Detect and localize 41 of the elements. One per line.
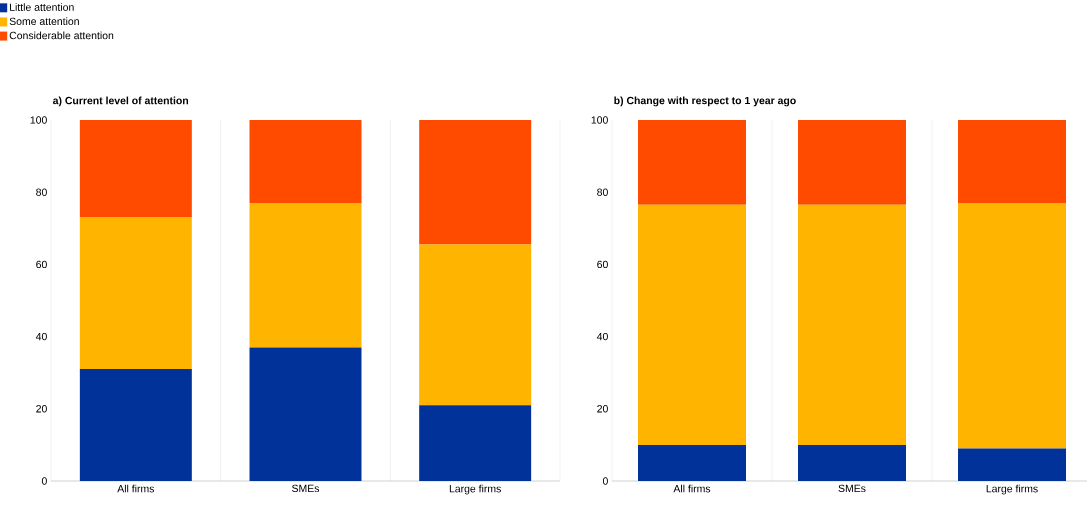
x-tick-label: Large firms [449, 484, 501, 495]
x-tick-label: Large firms [986, 484, 1038, 495]
bar [958, 203, 1067, 449]
legend-label: Some attention [9, 17, 79, 26]
y-tick-label: 40 [596, 332, 608, 341]
bar [249, 347, 362, 481]
y-tick-label: 40 [35, 332, 47, 341]
legend-label: Little attention [10, 3, 74, 11]
y-tick-label: 100 [30, 116, 47, 124]
y-tick-label: 0 [602, 477, 608, 485]
bar [249, 120, 362, 204]
bar [958, 448, 1067, 481]
y-tick-label: 80 [597, 188, 608, 196]
bar [249, 203, 362, 348]
bar [958, 120, 1067, 204]
bar [79, 369, 192, 481]
y-tick-label: 0 [41, 477, 47, 485]
x-tick-label: All firms [117, 484, 155, 493]
chart-title: b) Change with respect to 1 year ago [614, 96, 796, 107]
y-tick-label: 80 [36, 188, 47, 196]
bar [638, 204, 747, 445]
y-tick-label: 60 [597, 260, 608, 269]
y-tick-label: 100 [591, 116, 608, 124]
y-tick-label: 60 [36, 260, 47, 269]
bar [419, 244, 532, 406]
bar [798, 444, 907, 481]
bar [419, 120, 532, 245]
x-tick-label: All firms [673, 484, 711, 493]
bar [638, 120, 747, 205]
bar [79, 217, 192, 370]
bar [798, 120, 907, 205]
bar [638, 444, 747, 481]
bar [79, 120, 192, 218]
x-tick-label: SMEs [292, 484, 320, 493]
y-tick-label: 20 [36, 405, 47, 413]
legend-label: Considerable attention [9, 31, 114, 40]
y-tick-label: 20 [597, 405, 608, 413]
x-tick-label: SMEs [838, 484, 866, 493]
bar [419, 405, 532, 481]
bar [798, 204, 907, 445]
chart-title: a) Current level of attention [53, 96, 189, 107]
